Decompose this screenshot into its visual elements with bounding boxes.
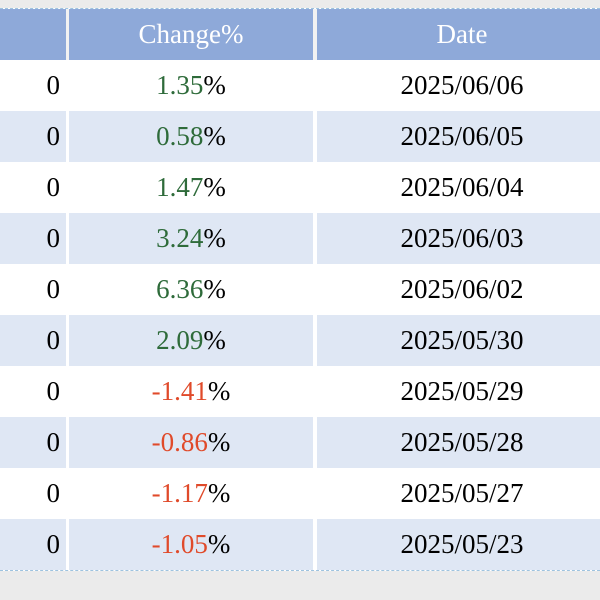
column-divider bbox=[66, 468, 70, 519]
column-divider bbox=[66, 9, 70, 60]
change-value: 0.58 bbox=[156, 121, 204, 151]
percent-sign: % bbox=[207, 376, 231, 406]
table-row[interactable]: 0 -1.05% 2025/05/23 bbox=[0, 519, 600, 570]
cell-date: 2025/05/30 bbox=[317, 315, 600, 366]
cell-date: 2025/06/05 bbox=[317, 111, 600, 162]
column-divider bbox=[313, 162, 317, 213]
cell-prev: 0 bbox=[0, 60, 66, 111]
cell-date: 2025/05/28 bbox=[317, 417, 600, 468]
cell-prev: 0 bbox=[0, 264, 66, 315]
cell-date: 2025/06/06 bbox=[317, 60, 600, 111]
column-divider bbox=[66, 264, 70, 315]
column-divider bbox=[66, 60, 70, 111]
table-row[interactable]: 0 -0.86% 2025/05/28 bbox=[0, 417, 600, 468]
change-value: -1.05 bbox=[151, 529, 208, 559]
cell-date: 2025/06/02 bbox=[317, 264, 600, 315]
change-value: 3.24 bbox=[156, 223, 204, 253]
column-divider bbox=[313, 315, 317, 366]
column-divider bbox=[313, 60, 317, 111]
cell-date: 2025/06/04 bbox=[317, 162, 600, 213]
column-divider bbox=[313, 9, 317, 60]
column-divider bbox=[66, 213, 70, 264]
cell-change: -1.41% bbox=[69, 366, 313, 417]
change-value: 1.47 bbox=[156, 172, 204, 202]
column-divider bbox=[66, 315, 70, 366]
column-divider bbox=[313, 519, 317, 570]
cell-change: -0.86% bbox=[69, 417, 313, 468]
percent-sign: % bbox=[203, 121, 226, 151]
cell-change: 3.24% bbox=[69, 213, 313, 264]
column-divider bbox=[313, 213, 317, 264]
cell-change: -1.05% bbox=[69, 519, 313, 570]
cell-change: 6.36% bbox=[69, 264, 313, 315]
column-divider bbox=[66, 111, 70, 162]
cell-prev: 0 bbox=[0, 162, 66, 213]
cell-prev: 0 bbox=[0, 111, 66, 162]
cell-prev: 0 bbox=[0, 315, 66, 366]
column-divider bbox=[313, 111, 317, 162]
percent-sign: % bbox=[203, 223, 226, 253]
change-value: 2.09 bbox=[156, 325, 204, 355]
cell-prev: 0 bbox=[0, 417, 66, 468]
column-divider bbox=[313, 366, 317, 417]
change-value: 6.36 bbox=[156, 274, 204, 304]
cell-change: -1.17% bbox=[69, 468, 313, 519]
price-history-table: Change% Date 0 1.35% 2025/06/06 0 0.58% 2025/… bbox=[0, 8, 600, 571]
column-header-change[interactable]: Change% bbox=[69, 9, 313, 60]
cell-prev: 0 bbox=[0, 213, 66, 264]
column-divider bbox=[313, 417, 317, 468]
cell-prev: 0 bbox=[0, 519, 66, 570]
table-grid: Change% Date 0 1.35% 2025/06/06 0 0.58% 2025/… bbox=[0, 9, 600, 570]
column-header-date[interactable]: Date bbox=[317, 9, 600, 60]
percent-sign: % bbox=[203, 325, 226, 355]
column-divider bbox=[66, 519, 70, 570]
change-value: -1.41 bbox=[151, 376, 208, 406]
cell-date: 2025/06/03 bbox=[317, 213, 600, 264]
change-value: 1.35 bbox=[156, 70, 204, 100]
table-row[interactable]: 0 1.47% 2025/06/04 bbox=[0, 162, 600, 213]
table-row[interactable]: 0 3.24% 2025/06/03 bbox=[0, 213, 600, 264]
cell-date: 2025/05/23 bbox=[317, 519, 600, 570]
cell-change: 1.47% bbox=[69, 162, 313, 213]
table-header-row: Change% Date bbox=[0, 9, 600, 60]
cell-change: 1.35% bbox=[69, 60, 313, 111]
table-row[interactable]: 0 0.58% 2025/06/05 bbox=[0, 111, 600, 162]
percent-sign: % bbox=[207, 529, 231, 559]
percent-sign: % bbox=[203, 70, 226, 100]
cell-date: 2025/05/27 bbox=[317, 468, 600, 519]
table-row[interactable]: 0 1.35% 2025/06/06 bbox=[0, 60, 600, 111]
column-divider bbox=[66, 162, 70, 213]
column-divider bbox=[313, 264, 317, 315]
table-row[interactable]: 0 2.09% 2025/05/30 bbox=[0, 315, 600, 366]
cell-prev: 0 bbox=[0, 468, 66, 519]
column-header-prev bbox=[0, 9, 66, 60]
cell-change: 2.09% bbox=[69, 315, 313, 366]
column-divider bbox=[66, 417, 70, 468]
change-value: -0.86 bbox=[151, 427, 208, 457]
change-value: -1.17 bbox=[151, 478, 208, 508]
cell-date: 2025/05/29 bbox=[317, 366, 600, 417]
percent-sign: % bbox=[207, 427, 231, 457]
table-row[interactable]: 0 6.36% 2025/06/02 bbox=[0, 264, 600, 315]
table-row[interactable]: 0 -1.41% 2025/05/29 bbox=[0, 366, 600, 417]
cell-prev: 0 bbox=[0, 366, 66, 417]
percent-sign: % bbox=[203, 274, 226, 304]
cell-change: 0.58% bbox=[69, 111, 313, 162]
column-divider bbox=[66, 366, 70, 417]
table-row[interactable]: 0 -1.17% 2025/05/27 bbox=[0, 468, 600, 519]
column-divider bbox=[313, 468, 317, 519]
percent-sign: % bbox=[203, 172, 226, 202]
percent-sign: % bbox=[207, 478, 231, 508]
